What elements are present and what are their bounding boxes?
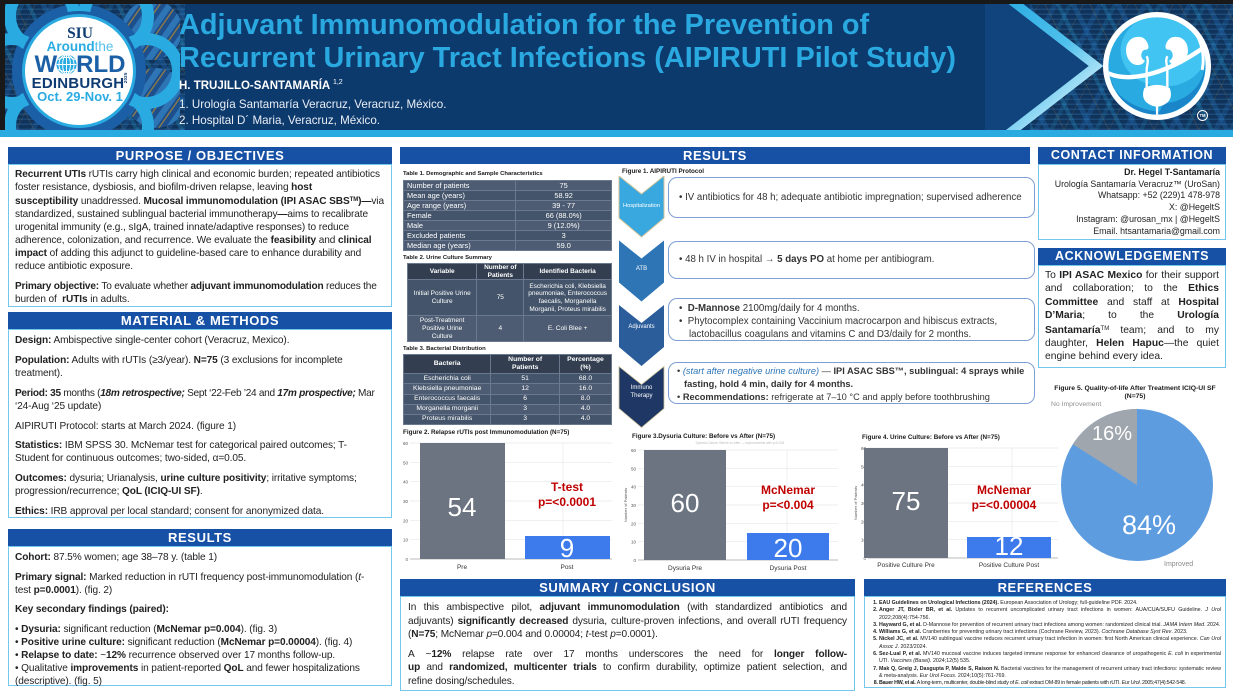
svg-text:10: 10 [631,540,637,545]
svg-text:0: 0 [405,557,408,562]
svg-text:40: 40 [631,485,637,490]
svg-text:75: 75 [892,486,921,516]
svg-text:p=<0.0001: p=<0.0001 [538,495,596,509]
svg-text:84%: 84% [1122,510,1176,540]
svg-text:10: 10 [861,538,867,543]
svg-text:20: 20 [403,518,409,523]
svg-text:30: 30 [403,499,409,504]
svg-text:0: 0 [863,556,866,561]
svg-text:50: 50 [861,464,867,469]
svg-text:Number of Patients: Number of Patients [623,488,628,522]
svg-text:Dysuria Culture: Before vs Aft: Dysuria Culture: Before vs After — impro… [696,441,785,445]
svg-text:30: 30 [861,501,867,506]
svg-text:Immuno: Immuno [631,385,653,391]
svg-text:Post: Post [560,564,573,571]
svg-text:30: 30 [631,503,637,508]
svg-text:Adjuvants: Adjuvants [628,324,654,330]
svg-text:McNemar: McNemar [977,483,1031,497]
svg-text:60: 60 [671,488,700,518]
svg-text:50: 50 [403,460,409,465]
svg-text:Hospitalization: Hospitalization [623,203,660,209]
svg-text:60: 60 [403,441,409,446]
svg-text:ATB: ATB [636,266,647,272]
svg-text:50: 50 [631,466,637,471]
svg-text:40: 40 [403,480,409,485]
svg-text:60: 60 [861,446,867,451]
svg-text:Therapy: Therapy [630,393,652,399]
svg-text:Positive Culture Pre: Positive Culture Pre [877,562,935,569]
svg-text:p=<0.00004: p=<0.00004 [972,498,1037,512]
svg-text:Pre: Pre [457,564,468,571]
svg-text:Dysuria Post: Dysuria Post [770,565,807,572]
svg-text:9: 9 [560,533,574,563]
svg-text:16%: 16% [1092,423,1132,445]
svg-text:T-test: T-test [551,480,583,494]
svg-text:Positive Culture Post: Positive Culture Post [979,562,1040,569]
svg-text:p=<0.004: p=<0.004 [762,498,814,512]
svg-text:20: 20 [861,519,867,524]
svg-text:20: 20 [774,533,803,563]
svg-text:60: 60 [631,448,637,453]
svg-text:McNemar: McNemar [761,483,815,497]
svg-text:10: 10 [403,538,409,543]
svg-text:Number of Patients: Number of Patients [853,486,858,520]
svg-text:20: 20 [631,521,637,526]
svg-text:54: 54 [448,492,477,522]
svg-text:0: 0 [633,558,636,563]
svg-text:40: 40 [861,483,867,488]
svg-text:Dysuria Pre: Dysuria Pre [668,565,702,572]
svg-text:12: 12 [995,531,1024,561]
